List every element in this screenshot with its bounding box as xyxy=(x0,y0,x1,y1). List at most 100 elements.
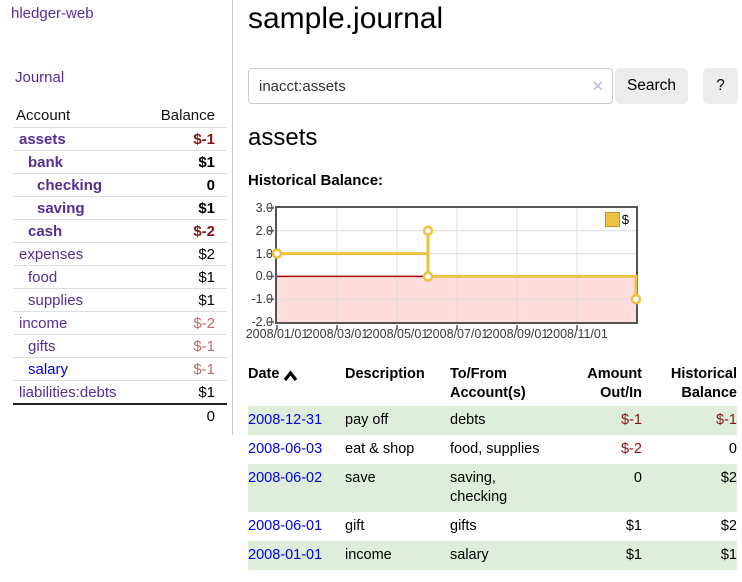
account-row: food $1 xyxy=(13,265,227,288)
account-link-checking[interactable]: checking xyxy=(37,176,103,194)
account-link-cash[interactable]: cash xyxy=(28,222,63,240)
transaction-amount: $1 xyxy=(625,547,642,563)
account-row: supplies $1 xyxy=(13,288,227,311)
x-tick-label: 2008/01/01 xyxy=(245,327,309,341)
y-tick-label: -2.0 xyxy=(251,315,273,329)
amount-column-header: Amount Out/In xyxy=(587,366,642,401)
account-link-gifts[interactable]: gifts xyxy=(28,337,56,355)
search-button[interactable]: Search xyxy=(615,68,688,104)
y-tick-label: 3.0 xyxy=(255,201,273,215)
x-tick-label: 2008/05/01 xyxy=(365,327,429,341)
transaction-amount: 0 xyxy=(633,470,642,486)
sort-by-date-header[interactable]: Date xyxy=(248,365,345,384)
account-row: income $-2 xyxy=(13,311,227,334)
account-link-food[interactable]: food xyxy=(28,268,58,286)
transaction-row: 2008-01-01 income salary $1 $1 xyxy=(248,541,737,570)
transaction-row: 2008-12-31 pay off debts $-1 $-1 xyxy=(248,406,737,435)
register-table: Date Description To/From Account(s) Amou… xyxy=(248,363,737,570)
chart-canvas xyxy=(268,207,642,330)
account-row: bank $1 xyxy=(13,150,227,173)
balance-step-line xyxy=(275,230,638,301)
transaction-row: 2008-06-02 save saving, checking 0 $2 xyxy=(248,464,737,512)
account-balance: $2 xyxy=(198,245,215,263)
account-row: assets $-1 xyxy=(13,127,227,150)
transaction-accounts: salary xyxy=(450,547,489,563)
page-title: sample.journal xyxy=(248,2,444,35)
legend-swatch-icon xyxy=(604,212,620,227)
transaction-balance: 0 xyxy=(728,441,737,457)
transaction-date-link[interactable]: 2008-06-03 xyxy=(248,441,323,457)
transaction-amount: $-1 xyxy=(621,412,642,428)
chart-legend: $ xyxy=(602,211,631,228)
grid-lines xyxy=(277,208,636,322)
account-row: cash $-2 xyxy=(13,219,227,242)
transaction-date-link[interactable]: 2008-06-02 xyxy=(248,470,323,486)
clear-search-icon[interactable]: ✕ xyxy=(592,78,604,94)
transaction-accounts: debts xyxy=(450,412,486,428)
sort-ascending-icon xyxy=(284,369,298,381)
transaction-balance: $-1 xyxy=(716,412,737,428)
transaction-description: gift xyxy=(345,518,365,534)
account-link-bank[interactable]: bank xyxy=(28,153,64,171)
account-link-salary[interactable]: salary xyxy=(28,360,69,378)
accounts-column-header: To/From Account(s) xyxy=(450,366,526,401)
transaction-description: income xyxy=(345,547,392,563)
account-heading: assets xyxy=(248,124,318,151)
chart-plot-area: $ xyxy=(268,206,642,330)
date-column-header: Date xyxy=(248,366,280,382)
account-balance: $1 xyxy=(198,199,215,217)
account-link-supplies[interactable]: supplies xyxy=(28,291,84,309)
account-row: gifts $-1 xyxy=(13,334,227,357)
accounts-table: Account Balance assets $-1 bank $1 check… xyxy=(13,104,227,428)
account-link-expenses[interactable]: expenses xyxy=(19,245,84,263)
account-link-assets[interactable]: assets xyxy=(19,130,66,148)
transaction-balance: $2 xyxy=(720,518,737,534)
register-header: Date Description To/From Account(s) Amou… xyxy=(248,363,737,406)
search-input[interactable] xyxy=(248,68,613,104)
transaction-row: 2008-06-01 gift gifts $1 $2 xyxy=(248,512,737,541)
transaction-amount: $-2 xyxy=(621,441,642,457)
x-tick-label: 2008/03/01 xyxy=(305,327,369,341)
account-link-saving[interactable]: saving xyxy=(37,199,85,217)
account-row: saving $1 xyxy=(13,196,227,219)
account-row: salary $-1 xyxy=(13,357,227,380)
transaction-accounts: food, supplies xyxy=(450,441,540,457)
chart-section-label: Historical Balance: xyxy=(248,172,384,189)
brand-link[interactable]: hledger-web xyxy=(11,5,94,22)
sidebar-item-journal[interactable]: Journal xyxy=(15,69,65,86)
account-balance: $-2 xyxy=(193,314,215,332)
accounts-table-header: Account Balance xyxy=(13,104,227,127)
account-row: expenses $2 xyxy=(13,242,227,265)
description-column-header: Description xyxy=(345,366,425,382)
axis-ticks xyxy=(268,207,578,330)
accounts-total-value: 0 xyxy=(206,408,215,425)
account-row: checking 0 xyxy=(13,173,227,196)
legend-label: $ xyxy=(621,212,629,227)
y-tick-label: -1.0 xyxy=(251,292,273,306)
x-tick-label: 2008/07/01 xyxy=(425,327,489,341)
transaction-description: pay off xyxy=(345,412,389,428)
account-balance: $-1 xyxy=(193,130,215,148)
transaction-date-link[interactable]: 2008-01-01 xyxy=(248,547,323,563)
account-balance: $1 xyxy=(198,383,215,401)
transaction-balance: $1 xyxy=(720,547,737,563)
transaction-description: save xyxy=(345,470,376,486)
transaction-row: 2008-06-03 eat & shop food, supplies $-2… xyxy=(248,435,737,464)
account-link-liabilities-debts[interactable]: liabilities:debts xyxy=(19,383,117,401)
balance-column-header: Balance xyxy=(160,107,215,124)
account-balance: $-1 xyxy=(193,337,215,355)
transaction-date-link[interactable]: 2008-12-31 xyxy=(248,412,323,428)
y-tick-label: 1.0 xyxy=(255,247,273,261)
transaction-accounts: gifts xyxy=(450,518,477,534)
x-tick-label: 2008/11/01 xyxy=(546,327,608,341)
account-link-income[interactable]: income xyxy=(19,314,68,332)
historical-balance-chart: 3.0 2.0 1.0 0.0 -1.0 -2.0 xyxy=(246,200,712,345)
account-balance: $1 xyxy=(198,268,215,286)
help-button[interactable]: ? xyxy=(703,68,738,104)
transaction-date-link[interactable]: 2008-06-01 xyxy=(248,518,323,534)
data-point-markers xyxy=(271,225,642,305)
account-column-header: Account xyxy=(16,107,71,124)
transaction-description: eat & shop xyxy=(345,441,415,457)
account-balance: $1 xyxy=(198,291,215,309)
